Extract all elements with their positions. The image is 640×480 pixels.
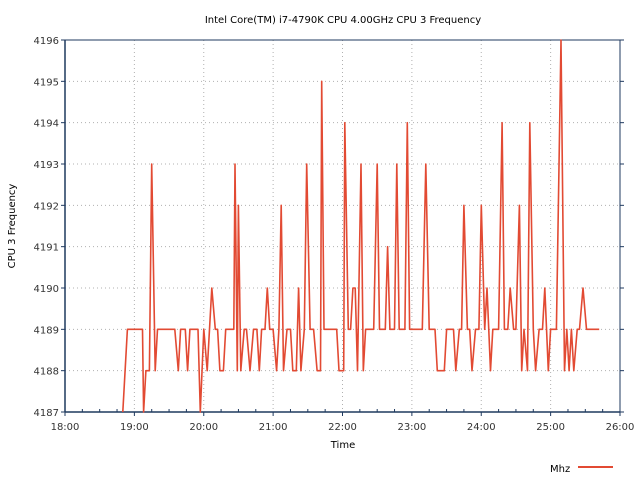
x-tick-label: 20:00 (189, 422, 218, 433)
y-tick-label: 4195 (34, 77, 59, 88)
y-tick-label: 4193 (34, 160, 59, 171)
y-axis-title: CPU 3 Frequency (7, 184, 18, 269)
series-line-mhz (122, 39, 600, 413)
chart-title: Intel Core(TM) i7-4790K CPU 4.00GHz CPU … (205, 15, 481, 26)
x-tick-label: 24:00 (467, 422, 496, 433)
x-tick-label: 21:00 (259, 422, 288, 433)
x-tick-label: 19:00 (120, 422, 149, 433)
y-tick-label: 4196 (34, 36, 59, 47)
y-tick-label: 4192 (34, 201, 59, 212)
y-tick-label: 4194 (34, 119, 59, 130)
x-axis-title: Time (330, 440, 355, 451)
x-tick-label: 18:00 (51, 422, 80, 433)
x-tick-label: 22:00 (328, 422, 357, 433)
x-tick-label: 25:00 (536, 422, 565, 433)
y-tick-label: 4188 (34, 367, 59, 378)
series-lines (122, 39, 600, 413)
y-axis-ticks: 4187 4188 4189 4190 4191 4192 4193 4194 4195 4196 (34, 36, 624, 419)
legend-label: Mhz (550, 464, 570, 475)
x-tick-label: 23:00 (397, 422, 426, 433)
legend: Mhz (550, 464, 613, 475)
x-tick-label: 26:00 (606, 422, 635, 433)
y-tick-label: 4190 (34, 284, 59, 295)
y-tick-label: 4187 (34, 408, 59, 419)
y-tick-label: 4191 (34, 243, 59, 254)
y-tick-label: 4189 (34, 325, 59, 336)
x-axis-ticks: 18:00 19:00 20:00 21:00 22:00 23:00 24:00 25:00… (51, 409, 635, 433)
